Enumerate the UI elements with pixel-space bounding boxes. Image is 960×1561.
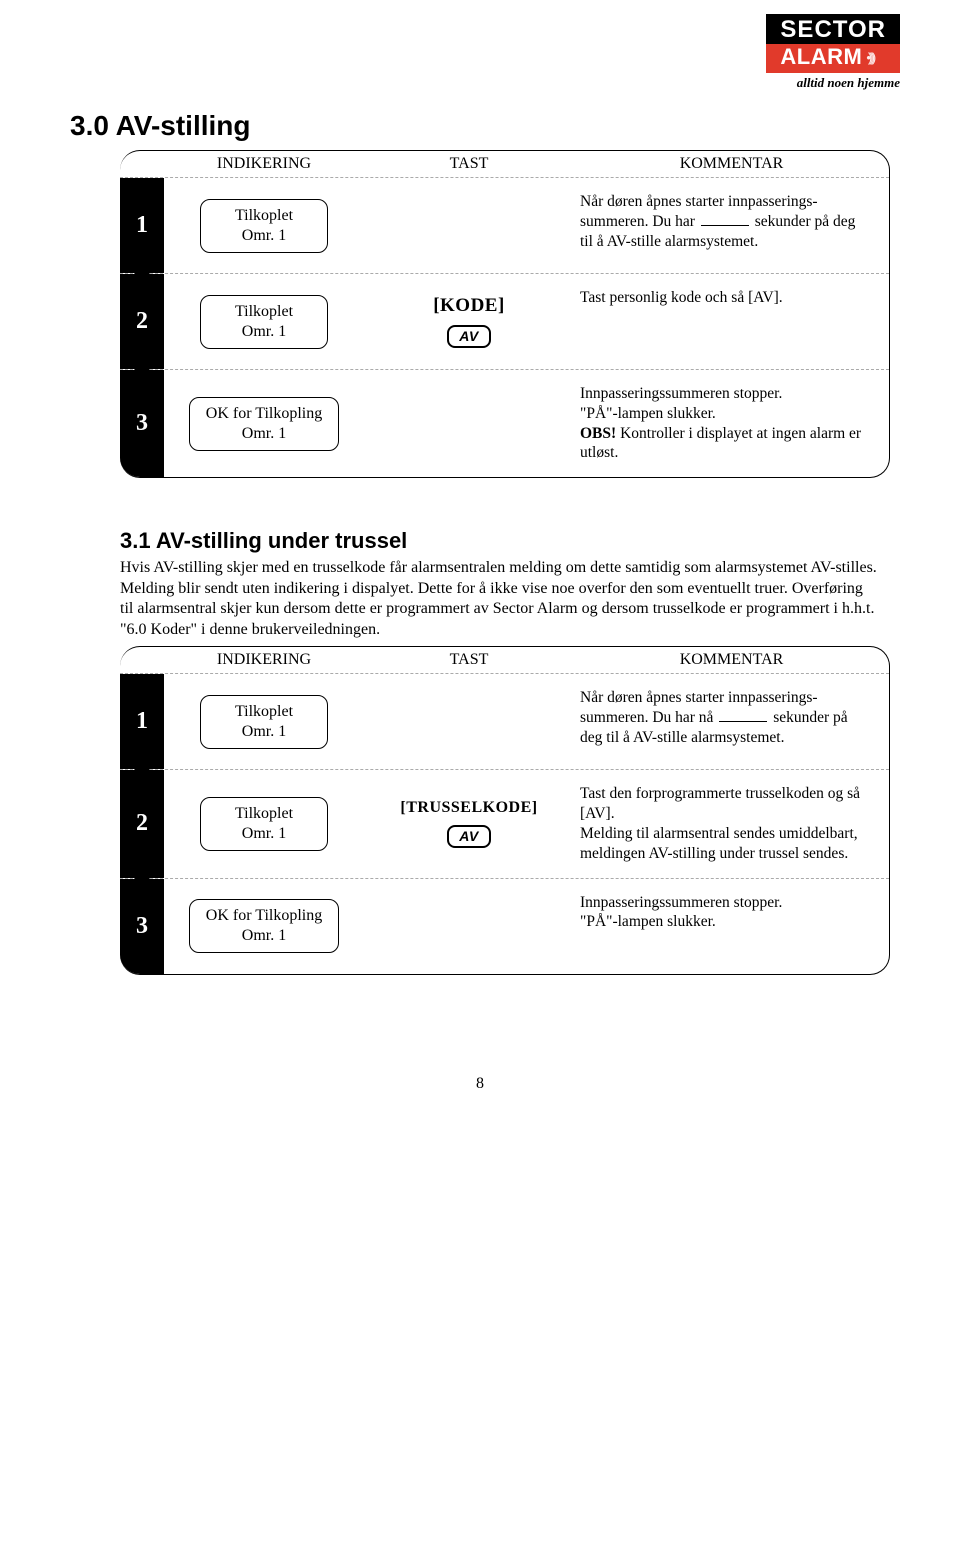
step-number: 1 [120,178,164,273]
step-comment: Når døren åpnes starter innpasserings-su… [574,178,889,273]
brand-logo: SECTOR ALARM •)))) alltid noen hjemme [766,14,900,91]
display-pill: Tilkoplet Omr. 1 [200,199,328,253]
av-button: AV [447,825,490,848]
step-number: 2 [120,274,164,369]
step-comment: Innpasseringssummeren stopper. "PÅ"-lamp… [574,879,889,974]
display-pill: OK for Tilkopling Omr. 1 [189,397,339,451]
display-pill: Tilkoplet Omr. 1 [200,695,328,749]
keypad-code: [TRUSSELKODE] [400,799,537,817]
step-number: 1 [120,674,164,769]
table-header: INDIKERING TAST KOMMENTAR [120,647,889,673]
sound-wave-icon: •)))) [866,50,873,65]
col-kommentar: KOMMENTAR [574,155,889,173]
logo-bottom-text: ALARM [780,44,862,70]
step-comment: Innpasseringssummeren stopper. "PÅ"-lamp… [574,370,889,477]
col-tast: TAST [364,651,574,669]
av-button: AV [447,325,490,348]
display-pill: Tilkoplet Omr. 1 [200,797,328,851]
step-number: 3 [120,879,164,974]
col-kommentar: KOMMENTAR [574,651,889,669]
col-tast: TAST [364,155,574,173]
subsection-heading: 3.1 AV-stilling under trussel [120,528,890,554]
logo-tagline: alltid noen hjemme [766,75,900,91]
step-row: 2 Tilkoplet Omr. 1 [KODE] AV Tast person… [120,273,889,369]
logo-top-text: SECTOR [766,14,900,44]
step-comment: Når døren åpnes starter innpasserings-su… [574,674,889,769]
step-comment: Tast personlig kode och så [AV]. [574,274,889,369]
step-number: 2 [120,770,164,877]
col-indikering: INDIKERING [164,651,364,669]
display-pill: OK for Tilkopling Omr. 1 [189,899,339,953]
step-number: 3 [120,370,164,477]
step-row: 1 Tilkoplet Omr. 1 Når døren åpnes start… [120,673,889,769]
step-row: 3 OK for Tilkopling Omr. 1 Innpasserings… [120,878,889,974]
subsection-description: Hvis AV-stilling skjer med en trusselkod… [120,558,880,640]
section-heading: 3.0 AV-stilling [70,110,890,142]
step-row: 2 Tilkoplet Omr. 1 [TRUSSELKODE] AV Tast… [120,769,889,877]
table-header: INDIKERING TAST KOMMENTAR [120,151,889,177]
keypad-code: [KODE] [433,295,505,317]
page-number: 8 [70,1075,890,1093]
display-pill: Tilkoplet Omr. 1 [200,295,328,349]
step-comment: Tast den forprogrammerte trusselkoden og… [574,770,889,877]
step-row: 1 Tilkoplet Omr. 1 Når døren åpnes start… [120,177,889,273]
col-indikering: INDIKERING [164,155,364,173]
step-row: 3 OK for Tilkopling Omr. 1 Innpasserings… [120,369,889,477]
